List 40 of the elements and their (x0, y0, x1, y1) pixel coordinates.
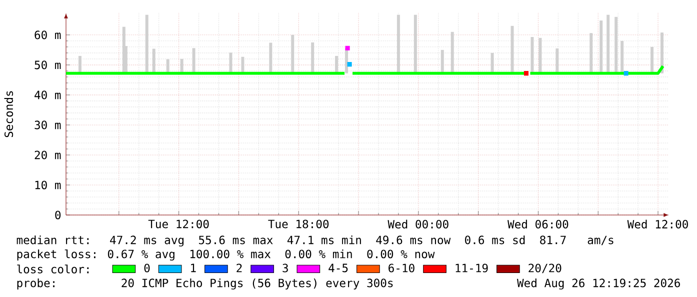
y-tick-label: 30 m (34, 120, 61, 130)
legend-label: 1 (191, 264, 196, 272)
bar (229, 52, 232, 74)
y-tick-label: 40 m (34, 90, 61, 100)
bar (335, 56, 338, 74)
legend-label: 0 (144, 264, 150, 272)
legend-label: 20/20 (528, 264, 562, 274)
bar (78, 56, 82, 74)
bar (152, 48, 156, 74)
y-tick-label: 0 (55, 210, 61, 220)
y-tick-label: 50 m (34, 60, 61, 70)
text: median rtt: 47.2 ms avg 55.6 ms max 47.1 ms min 49.6 ms now 0.6 ms sd 81.7 am/s (16, 235, 614, 247)
bar (490, 52, 494, 74)
y-tick-label: 60 m (34, 30, 61, 40)
point (624, 71, 628, 76)
bar (192, 48, 196, 74)
point (347, 62, 352, 67)
text: probe: 20 ICMP Echo Pings (56 Bytes) every 300s (17, 278, 393, 290)
y-tick-label: 10 m (35, 180, 61, 190)
point (345, 46, 350, 50)
x-tick-label: Tue 12:00 (148, 220, 209, 228)
x-tick-label: Wed 06:00 (508, 220, 568, 228)
x-tick-label: Tue 18:00 (268, 220, 329, 228)
bar (650, 46, 654, 74)
text: loss color: (17, 264, 89, 274)
x-tick-label: Wed 12:00 (627, 220, 688, 228)
legend-label: 4-5 (328, 264, 348, 272)
text: packet loss: 0.67 % avg 100.00 % max 0.00 % min 0.00 % now (17, 249, 435, 261)
y-tick-label: 20 m (34, 150, 61, 160)
bar (241, 56, 244, 74)
bar (440, 50, 444, 74)
legend-label: 2 (236, 264, 242, 272)
text: Wed Aug 26 12:19:25 2026 (516, 278, 680, 290)
bar (556, 48, 559, 74)
legend-label: 11-19 (456, 264, 488, 272)
point (524, 71, 529, 76)
legend-label: 3 (282, 264, 288, 272)
x-tick-label: Wed 00:00 (388, 220, 448, 228)
y-axis-title: Seconds (4, 91, 14, 138)
legend-label: 6-10 (388, 264, 414, 272)
